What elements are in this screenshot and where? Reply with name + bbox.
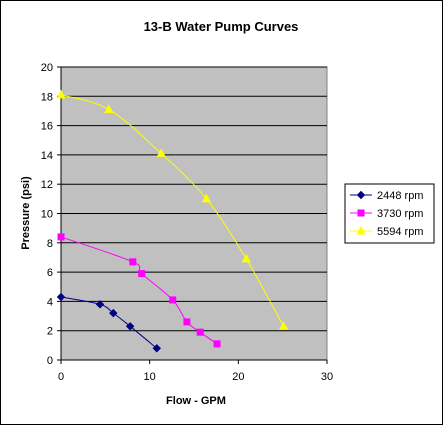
y-tick-label: 2	[47, 326, 53, 338]
data-point	[56, 292, 66, 302]
y-tick-label: 18	[41, 91, 53, 103]
y-tick-label: 0	[47, 355, 53, 367]
legend-label: 5594 rpm	[377, 226, 423, 238]
data-point	[152, 344, 161, 353]
y-axis-ticks: 0 2 4 6 8 10 12 14 16 18 20	[41, 62, 62, 367]
y-tick-label: 20	[41, 62, 53, 74]
data-point	[56, 89, 66, 99]
data-point	[129, 258, 137, 266]
legend-entry: 2448 rpm	[350, 190, 423, 202]
x-tick-label: 10	[144, 371, 156, 383]
x-tick-label: 0	[58, 371, 64, 383]
series-2448-rpm	[56, 292, 161, 353]
legend-marker	[356, 190, 366, 200]
series-layer	[56, 89, 289, 353]
legend-marker	[356, 225, 366, 235]
y-tick-label: 6	[47, 267, 53, 279]
data-point	[241, 253, 251, 263]
legend-entry: 3730 rpm	[350, 208, 423, 220]
legend-entry: 5594 rpm	[350, 225, 423, 238]
data-point	[213, 340, 221, 348]
x-axis-label: Flow - GPM	[166, 395, 226, 407]
gridlines	[61, 66, 327, 332]
series-3730-rpm	[57, 233, 221, 348]
x-tick-label: 20	[232, 371, 244, 383]
chart-title: 13-B Water Pump Curves	[144, 19, 299, 34]
data-point	[156, 148, 166, 157]
y-tick-label: 4	[47, 296, 53, 308]
data-point	[183, 318, 191, 326]
y-tick-label: 12	[41, 179, 53, 191]
y-tick-label: 10	[41, 209, 53, 221]
data-point	[278, 321, 289, 330]
data-point	[95, 300, 105, 309]
y-tick-label: 16	[41, 121, 53, 133]
series-5594-rpm	[56, 89, 289, 330]
legend-label: 3730 rpm	[377, 208, 423, 220]
data-point	[125, 322, 135, 331]
data-point	[109, 308, 118, 318]
y-axis-label: Pressure (psi)	[20, 176, 32, 250]
legend: 2448 rpm 3730 rpm 5594 rpm	[344, 183, 435, 244]
y-tick-label: 8	[47, 238, 53, 250]
data-point	[104, 104, 114, 113]
data-point	[196, 328, 204, 336]
data-point	[57, 233, 65, 241]
data-point	[201, 193, 212, 203]
legend-marker	[357, 209, 365, 217]
data-point	[169, 296, 177, 304]
data-point	[138, 270, 146, 278]
x-tick-label: 30	[321, 371, 333, 383]
y-tick-label: 14	[41, 150, 53, 162]
x-axis-ticks: 0 10 20 30	[58, 359, 333, 383]
legend-label: 2448 rpm	[377, 190, 423, 202]
